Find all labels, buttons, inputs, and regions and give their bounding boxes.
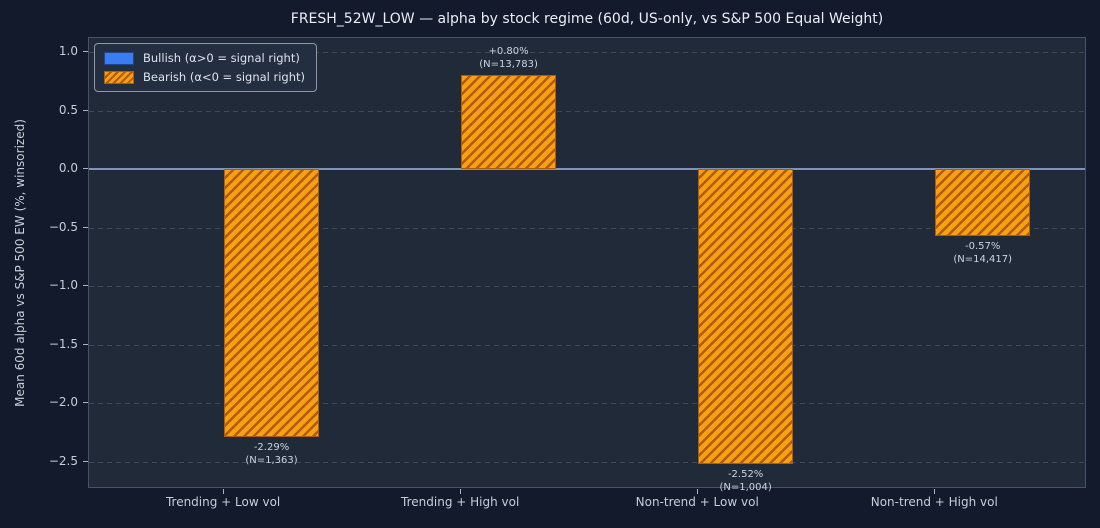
bar [461,75,556,170]
bar [224,169,319,438]
chart-title: FRESH_52W_LOW — alpha by stock regime (6… [290,11,884,27]
legend-swatch-bullish-icon [104,51,134,65]
y-tick-mark [83,461,88,463]
bar-value-label: +0.80% (N=13,783) [479,46,538,71]
grid-line [89,286,1085,288]
y-tick-label: 1.0 [58,44,78,59]
x-tick-mark [934,489,936,494]
x-tick-label: Trending + High vol [401,495,520,509]
y-tick-label: −2.0 [48,395,78,410]
bar [698,169,794,465]
y-tick-label: −0.5 [48,219,78,234]
bar [935,169,1031,236]
x-tick-label: Trending + Low vol [165,495,281,509]
y-tick-mark [83,109,88,111]
legend-swatch-bearish-icon [104,70,134,84]
x-tick-mark [697,489,699,494]
legend-label-bullish: Bullish (α>0 = signal right) [143,51,300,65]
bar-value-label: -2.29% (N=1,363) [245,442,298,467]
y-tick-label: 0.5 [58,102,78,117]
legend: Bullish (α>0 = signal right) Bearish (α<… [94,43,318,92]
grid-line [89,403,1085,405]
bar-value-label: -0.57% (N=14,417) [953,240,1013,265]
y-tick-label: −1.0 [48,278,78,293]
bar-value-label: -2.52% (N=1,004) [719,469,772,494]
zero-line [89,168,1085,171]
y-tick-mark [83,285,88,287]
legend-item-bullish: Bullish (α>0 = signal right) [104,51,305,65]
y-tick-mark [83,168,88,170]
x-tick-mark [223,489,225,494]
y-tick-label: −1.5 [48,336,78,351]
grid-line [89,110,1085,112]
y-tick-mark [83,343,88,345]
legend-label-bearish: Bearish (α<0 = signal right) [143,70,306,84]
x-tick-mark [460,489,462,494]
grid-line [89,462,1085,464]
legend-item-bearish: Bearish (α<0 = signal right) [104,70,305,84]
grid-line [89,344,1085,346]
grid-line [89,52,1085,54]
y-tick-label: −2.5 [48,454,78,469]
plot-area: Bullish (α>0 = signal right) Bearish (α<… [88,37,1086,493]
y-tick-mark [83,51,88,53]
y-tick-label: 0.0 [58,161,78,176]
x-tick-label: Non-trend + High vol [870,495,998,509]
x-tick-label: Non-trend + Low vol [635,495,759,509]
y-tick-mark [83,226,88,228]
y-tick-mark [83,402,88,404]
grid-line [89,227,1085,229]
